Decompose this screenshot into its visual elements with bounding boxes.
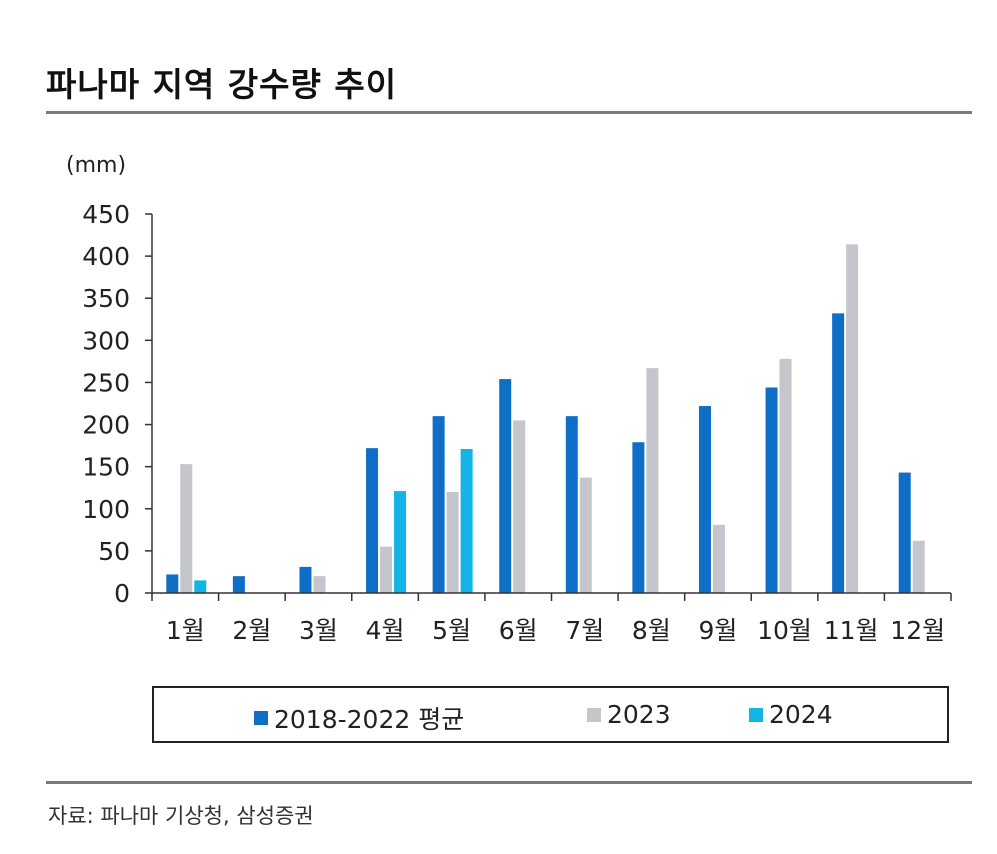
bar-series1-4월 [380, 546, 393, 593]
bar-series1-11월 [846, 244, 859, 593]
bar-series0-4월 [366, 448, 379, 593]
bar-series1-8월 [646, 368, 659, 593]
bar-series1-12월 [912, 540, 925, 593]
bar-series2-1월 [194, 580, 207, 593]
bar-series0-10월 [765, 387, 778, 593]
bar-series0-9월 [698, 406, 711, 593]
bar-series1-6월 [513, 420, 526, 593]
x-tick-label: 6월 [499, 616, 538, 645]
y-tick-label: 350 [82, 284, 130, 313]
x-tick-label: 1월 [166, 616, 205, 645]
bar-series0-7월 [565, 416, 578, 593]
bar-series0-5월 [432, 416, 445, 593]
legend-item-2023: 2023 [587, 700, 671, 729]
legend: 2018-2022 평균 2023 2024 [152, 686, 949, 743]
title-divider [46, 111, 972, 114]
x-tick-label: 3월 [299, 616, 338, 645]
bar-series1-7월 [579, 477, 592, 593]
x-tick-label: 9월 [699, 616, 738, 645]
legend-swatch-2024 [749, 707, 763, 722]
legend-label-avg: 2018-2022 평균 [274, 705, 465, 734]
bar-series0-6월 [499, 379, 512, 593]
y-tick-label: 0 [114, 579, 130, 608]
bar-series2-5월 [460, 448, 473, 593]
x-axis: 1월 2월 3월 4월 5월 6월 7월 8월 9월 10월 11월 12월 [151, 592, 952, 645]
legend-swatch-2023 [587, 707, 601, 722]
source-note: 자료: 파나마 기상청, 삼성증권 [48, 804, 314, 828]
y-tick-label: 100 [82, 495, 130, 524]
footer-divider [46, 781, 972, 784]
x-tick-label: 7월 [565, 616, 604, 645]
bar-series1-1월 [180, 464, 193, 593]
legend-label-2023: 2023 [607, 700, 671, 729]
x-tick-label: 8월 [632, 616, 671, 645]
bar-series0-12월 [898, 472, 911, 593]
bar-series1-3월 [313, 576, 326, 593]
y-tick-label: 400 [82, 242, 130, 271]
y-axis-unit: (mm) [66, 153, 126, 178]
bar-series0-8월 [632, 442, 645, 593]
y-tick-label: 250 [82, 368, 130, 397]
bars [166, 244, 925, 593]
bar-series1-10월 [779, 358, 792, 593]
bar-series0-11월 [832, 313, 845, 593]
legend-item-2024: 2024 [749, 700, 833, 729]
bar-series0-1월 [166, 574, 179, 593]
bar-chart: (mm) 0 50 100 150 200 250 300 350 400 450 1월 2월 3월 4… [66, 153, 952, 645]
y-axis: 0 50 100 150 200 250 300 350 400 450 [82, 200, 153, 608]
bar-series0-2월 [232, 576, 245, 593]
x-tick-label: 5월 [432, 616, 471, 645]
legend-label-2024: 2024 [769, 700, 833, 729]
x-tick-label: 11월 [824, 616, 879, 645]
bar-series1-9월 [712, 524, 725, 593]
x-tick-label: 4월 [366, 616, 405, 645]
legend-swatch-avg [254, 711, 268, 725]
bar-series1-5월 [446, 491, 459, 593]
x-tick-label: 10월 [757, 616, 812, 645]
y-tick-label: 150 [82, 453, 130, 482]
y-tick-label: 200 [82, 411, 130, 440]
x-tick-label: 2월 [232, 616, 271, 645]
x-tick-label: 12월 [890, 616, 945, 645]
bar-series2-4월 [394, 491, 407, 593]
legend-item-avg: 2018-2022 평균 [254, 700, 464, 736]
y-tick-label: 450 [82, 200, 130, 229]
y-tick-label: 300 [82, 326, 130, 355]
page-title: 파나마 지역 강수량 추이 [46, 65, 398, 104]
bar-series0-3월 [299, 566, 312, 593]
y-tick-label: 50 [98, 537, 130, 566]
